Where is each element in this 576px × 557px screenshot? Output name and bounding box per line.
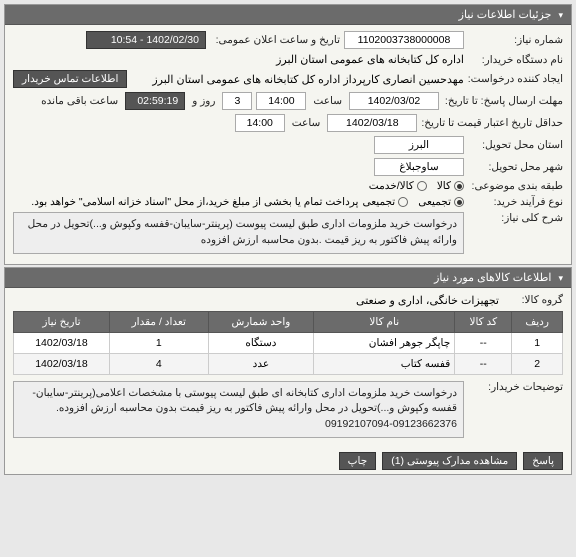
min-credit-time: 14:00 xyxy=(235,114,285,132)
city-value: ساوجبلاغ xyxy=(374,158,464,176)
min-credit-date: 1402/03/18 xyxy=(327,114,417,132)
days-value: 3 xyxy=(222,92,252,110)
process-opt-a[interactable]: تجمیعی xyxy=(418,196,464,208)
radio-icon xyxy=(417,181,427,191)
cell-qty: 4 xyxy=(109,353,208,374)
cell-n: 1 xyxy=(512,332,563,353)
contact-buyer-button[interactable]: اطلاعات تماس خریدار xyxy=(13,70,127,88)
buyer-notes-label: توضیحات خریدار: xyxy=(468,381,563,393)
cell-code: -- xyxy=(455,332,512,353)
province-label: استان محل تحویل: xyxy=(468,139,563,151)
panel1-body: شماره نیاز: 1102003738000008 تاریخ و ساع… xyxy=(5,25,571,264)
remain-label: ساعت باقی مانده xyxy=(41,95,118,107)
radio-icon xyxy=(454,197,464,207)
panel1-header[interactable]: جزئیات اطلاعات نیاز xyxy=(5,5,571,25)
panel2-title: اطلاعات کالاهای مورد نیاز xyxy=(434,272,551,284)
need-details-panel: جزئیات اطلاعات نیاز شماره نیاز: 11020037… xyxy=(4,4,572,265)
table-row[interactable]: 2 -- قفسه کتاب عدد 4 1402/03/18 xyxy=(14,353,563,374)
radio-icon xyxy=(398,197,408,207)
cell-unit: عدد xyxy=(208,353,314,374)
pack-opt-khadamat[interactable]: کالا/خدمت xyxy=(369,180,427,192)
reply-date-value: 1402/03/02 xyxy=(349,92,439,110)
province-value: البرز xyxy=(374,136,464,154)
requester-label: ایجاد کننده درخواست: xyxy=(468,73,563,85)
cell-n: 2 xyxy=(512,353,563,374)
pack-label: طبقه بندی موضوعی: xyxy=(468,180,563,192)
min-credit-label: حداقل تاریخ اعتبار قیمت تا تاریخ: xyxy=(421,117,563,129)
process-label: نوع فرآیند خرید: xyxy=(468,196,563,208)
saat-label-2: ساعت xyxy=(292,117,321,129)
panel2-body: گروه کالا: تجهیزات خانگی، اداری و صنعتی … xyxy=(5,288,571,448)
process-opt-b[interactable]: تجمیعی xyxy=(362,196,408,208)
remaining-time-value: 02:59:19 xyxy=(125,92,185,110)
buyer-notes-value: درخواست خرید ملزومات اداری کتابخانه ای ط… xyxy=(13,381,464,438)
pack-radio-group: کالا کالا/خدمت xyxy=(369,180,464,192)
cell-name: چاپگر جوهر افشان xyxy=(314,332,455,353)
col-code: کد کالا xyxy=(455,311,512,332)
pack-opt-kala-label: کالا xyxy=(437,180,451,192)
pack-opt-khadamat-label: کالا/خدمت xyxy=(369,180,414,192)
cell-name: قفسه کتاب xyxy=(314,353,455,374)
view-attachments-button[interactable]: مشاهده مدارک پیوستی (1) xyxy=(382,452,517,470)
cell-code: -- xyxy=(455,353,512,374)
radio-icon xyxy=(454,181,464,191)
announce-label: تاریخ و ساعت اعلان عمومی: xyxy=(210,34,340,46)
col-qty: تعداد / مقدار xyxy=(109,311,208,332)
table-header-row: ردیف کد کالا نام کالا واحد شمارش تعداد /… xyxy=(14,311,563,332)
saat-label-1: ساعت xyxy=(313,95,342,107)
reply-deadline-label: مهلت ارسال پاسخ: تا تاریخ: xyxy=(443,95,563,107)
process-radio-group: تجمیعی تجمیعی xyxy=(362,196,464,208)
need-number-label: شماره نیاز: xyxy=(468,34,563,46)
buyer-org-value: اداره کل کتابخانه های عمومی استان البرز xyxy=(276,53,464,66)
pack-opt-kala[interactable]: کالا xyxy=(437,180,464,192)
panel1-title: جزئیات اطلاعات نیاز xyxy=(459,9,552,21)
city-label: شهر محل تحویل: xyxy=(468,161,563,173)
process-opt-b-label: تجمیعی xyxy=(362,196,395,208)
rooz-label: روز و xyxy=(192,95,215,107)
col-row: ردیف xyxy=(512,311,563,332)
buyer-org-label: نام دستگاه خریدار: xyxy=(468,54,563,66)
general-desc-label: شرح کلی نیاز: xyxy=(468,212,563,224)
general-desc-value: درخواست خرید ملزومات اداری طبق لیست پیوس… xyxy=(13,212,464,254)
print-button[interactable]: چاپ xyxy=(339,452,377,470)
items-table: ردیف کد کالا نام کالا واحد شمارش تعداد /… xyxy=(13,311,563,375)
reply-time-value: 14:00 xyxy=(256,92,306,110)
group-value: تجهیزات خانگی، اداری و صنعتی xyxy=(356,294,499,307)
col-unit: واحد شمارش xyxy=(208,311,314,332)
requester-value: مهدحسین انصاری کارپرداز اداره کل کتابخان… xyxy=(131,73,463,86)
cell-date: 1402/03/18 xyxy=(14,353,110,374)
col-name: نام کالا xyxy=(314,311,455,332)
cell-unit: دستگاه xyxy=(208,332,314,353)
cell-date: 1402/03/18 xyxy=(14,332,110,353)
group-label: گروه کالا: xyxy=(503,294,563,306)
col-date: تاریخ نیاز xyxy=(14,311,110,332)
announce-value: 1402/02/30 - 10:54 xyxy=(86,31,206,49)
process-desc: پرداخت تمام یا بخشی از مبلغ خرید،از محل … xyxy=(13,196,358,208)
need-number-value: 1102003738000008 xyxy=(344,31,464,49)
cell-qty: 1 xyxy=(109,332,208,353)
items-panel: اطلاعات کالاهای مورد نیاز گروه کالا: تجه… xyxy=(4,267,572,475)
table-row[interactable]: 1 -- چاپگر جوهر افشان دستگاه 1 1402/03/1… xyxy=(14,332,563,353)
bottom-bar: پاسخ مشاهده مدارک پیوستی (1) چاپ xyxy=(5,448,571,474)
process-opt-a-label: تجمیعی xyxy=(418,196,451,208)
panel2-header[interactable]: اطلاعات کالاهای مورد نیاز xyxy=(5,268,571,288)
reply-button[interactable]: پاسخ xyxy=(523,452,563,470)
